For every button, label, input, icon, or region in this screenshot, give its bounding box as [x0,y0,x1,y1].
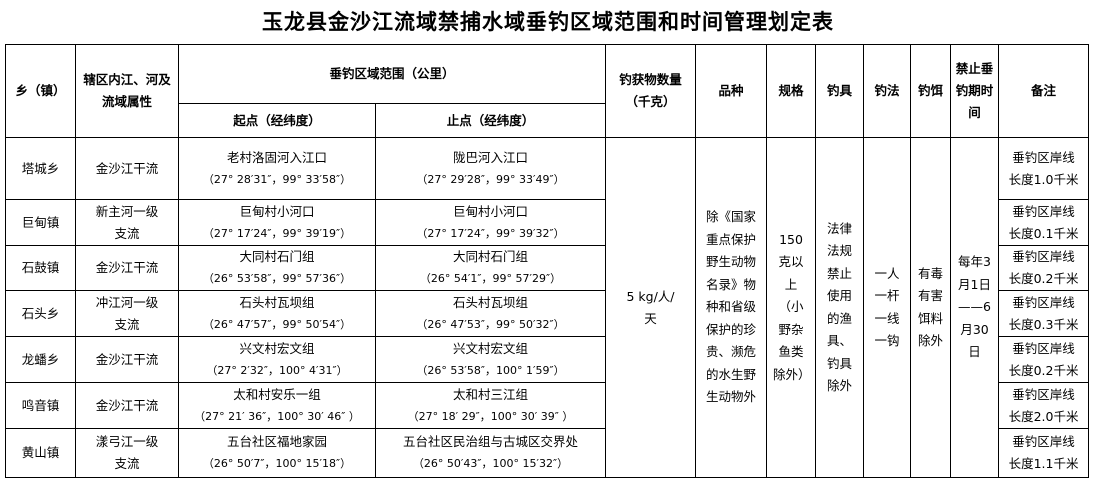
township-cell: 黄山镇 [5,428,76,478]
end-name: 太和村三江组 [453,386,529,402]
header-catch: 钓获物数量（千克） [605,44,697,138]
page-title: 玉龙县金沙江流域禁捕水域垂钓区域范围和时间管理划定表 [262,10,834,34]
end-coord: （26° 50′43″，100° 15′32″） [412,457,569,470]
end-point-cell: 五台社区民治组与古城区交界处 （26° 50′43″，100° 15′32″） [374,428,607,478]
river-cell: 金沙江干流 [75,382,179,429]
start-coord: （26° 50′7″，100° 15′18″） [202,457,352,470]
end-point-cell: 兴文村宏文组 （26° 53′58″，100° 1′59″） [374,336,607,383]
start-point-cell: 巨甸村小河口 （27° 17′24″，99° 39′19″） [178,199,376,246]
header-note: 备注 [998,44,1090,138]
note-cell: 垂钓区岸线长度2.0千米 [998,382,1090,429]
river-cell: 金沙江干流 [75,245,179,291]
table-row: 石鼓镇 金沙江干流 大同村石门组 （26° 53′58″，99° 57′36″） 大同村… [5,245,1090,291]
note-cell: 垂钓区岸线长度1.0千米 [998,137,1090,200]
start-point-cell: 石头村瓦坝组 （26° 47′57″，99° 50′54″） [178,290,376,337]
start-point-cell: 老村洛固河入江口 （27° 28′31″，99° 33′58″） [178,137,376,200]
note-cell: 垂钓区岸线长度0.1千米 [998,199,1090,246]
end-name: 陇巴河入江口 [453,149,529,165]
start-coord: （27° 21′ 36″，100° 30′ 46″ ） [194,409,360,423]
end-coord: （27° 17′24″，99° 39′32″） [416,226,565,240]
table-row: 石头乡 冲江河一级支流 石头村瓦坝组 （26° 47′57″，99° 50′54″）石… [5,290,1090,337]
start-coord: （26° 53′58″，99° 57′36″） [202,272,352,285]
note-cell: 垂钓区岸线长度0.2千米 [998,336,1090,383]
start-name: 太和村安乐一组 [233,386,321,402]
start-coord: （27° 17′24″，99° 39′19″） [202,226,352,240]
start-coord: （27° 2′32″，100° 4′31″） [206,363,348,377]
start-name: 石头村瓦坝组 [239,294,315,310]
catch-limit-cell: 5 kg/人/天 [605,137,697,478]
header-river: 辖区内江、河及流域属性 [75,44,179,138]
note-cell: 垂钓区岸线长度0.2千米 [998,245,1090,291]
table-row: 黄山镇 漾弓江一级支流 五台社区福地家园 （26° 50′7″，100° 15′18″… [5,428,1090,478]
header-range: 垂钓区域范围（公里） [177,44,607,104]
header-bait: 钓饵 [910,44,952,138]
end-coord: （27° 29′28″，99° 33′49″） [416,172,565,186]
size-cell: 150克以上（小野杂鱼类除外） [766,137,817,478]
end-name: 石头村瓦坝组 [453,294,529,310]
township-cell: 石鼓镇 [5,245,76,291]
header-period: 禁止垂钓期时间 [950,44,1000,138]
start-point-cell: 大同村石门组 （26° 53′58″，99° 57′36″） [178,245,376,291]
end-point-cell: 石头村瓦坝组 （26° 47′53″，99° 50′32″） [374,290,607,337]
end-name: 巨甸村小河口 [453,203,529,219]
table-row: 塔城乡 金沙江干流 老村洛固河入江口 （27° 28′31″，99° 33′58″）陇… [5,137,1090,478]
start-point-cell: 兴文村宏文组 （27° 2′32″，100° 4′31″） [178,336,376,383]
start-point-cell: 五台社区福地家园 （26° 50′7″，100° 15′18″） [178,428,376,478]
township-cell: 龙蟠乡 [5,336,76,383]
species-cell: 除《国家重点保护野生动物名录》物种和省级保护的珍贵、濒危的水生野生动物外 [695,137,768,478]
header-species: 品种 [695,44,768,138]
end-name: 大同村石门组 [453,249,529,264]
end-point-cell: 太和村三江组 （27° 18′ 29″，100° 30′ 39″ ） [374,382,607,429]
period-cell: 每年3月1日——6月30日 [950,137,1000,478]
township-cell: 石头乡 [5,290,76,337]
table-row: 巨甸镇 新主河一级支流 巨甸村小河口 （27° 17′24″，99° 39′19″）巨… [5,199,1090,246]
start-point-cell: 太和村安乐一组 （27° 21′ 36″，100° 30′ 46″ ） [178,382,376,429]
table-row: 龙蟠乡 金沙江干流 兴文村宏文组 （27° 2′32″，100° 4′31″） 兴文村宏… [5,336,1090,383]
start-name: 巨甸村小河口 [239,203,315,219]
end-coord: （27° 18′ 29″，100° 30′ 39″ ） [407,409,574,423]
end-coord: （26° 47′53″，99° 50′32″） [416,317,565,331]
end-point-cell: 巨甸村小河口 （27° 17′24″，99° 39′32″） [374,199,607,246]
bait-cell: 有毒有害饵料除外 [910,137,952,478]
gear-cell: 法律法规禁止使用的渔具、钓具除外 [815,137,865,478]
township-cell: 巨甸镇 [5,199,76,246]
river-cell: 漾弓江一级支流 [75,428,179,478]
end-coord: （26° 54′1″，99° 57′29″） [419,272,562,285]
end-coord: （26° 53′58″，100° 1′59″） [416,363,565,377]
end-point-cell: 大同村石门组 （26° 54′1″，99° 57′29″） [374,245,607,291]
end-name: 兴文村宏文组 [453,340,529,356]
river-cell: 金沙江干流 [75,137,179,200]
note-cell: 垂钓区岸线长度1.1千米 [998,428,1090,478]
start-name: 五台社区福地家园 [226,434,327,449]
start-coord: （27° 28′31″，99° 33′58″） [202,172,352,186]
header-township: 乡（镇） [5,44,76,138]
start-name: 老村洛固河入江口 [226,149,327,165]
header-size: 规格 [766,44,817,138]
method-cell: 一人一杆一线一钩 [863,137,912,478]
end-point-cell: 陇巴河入江口 （27° 29′28″，99° 33′49″） [374,137,607,200]
header-start: 起点（经纬度） [178,103,376,138]
start-name: 大同村石门组 [239,249,315,264]
header-gear: 钓具 [815,44,865,138]
end-name: 五台社区民治组与古城区交界处 [403,434,579,449]
start-name: 兴文村宏文组 [239,340,315,356]
river-cell: 新主河一级支流 [75,199,179,246]
note-cell: 垂钓区岸线长度0.3千米 [998,290,1090,337]
river-cell: 冲江河一级支流 [75,290,179,337]
table-row: 鸣音镇 金沙江干流 太和村安乐一组 （27° 21′ 36″，100° 30′ 46″… [5,382,1090,429]
fishing-zone-table: 乡（镇） 辖区内江、河及流域属性 垂钓区域范围（公里） 钓获物数量（千克） 品种… [5,44,1090,478]
township-cell: 塔城乡 [5,137,76,200]
township-cell: 鸣音镇 [5,382,76,429]
start-coord: （26° 47′57″，99° 50′54″） [202,317,352,331]
header-method: 钓法 [863,44,912,138]
header-end: 止点（经纬度） [374,103,607,138]
river-cell: 金沙江干流 [75,336,179,383]
